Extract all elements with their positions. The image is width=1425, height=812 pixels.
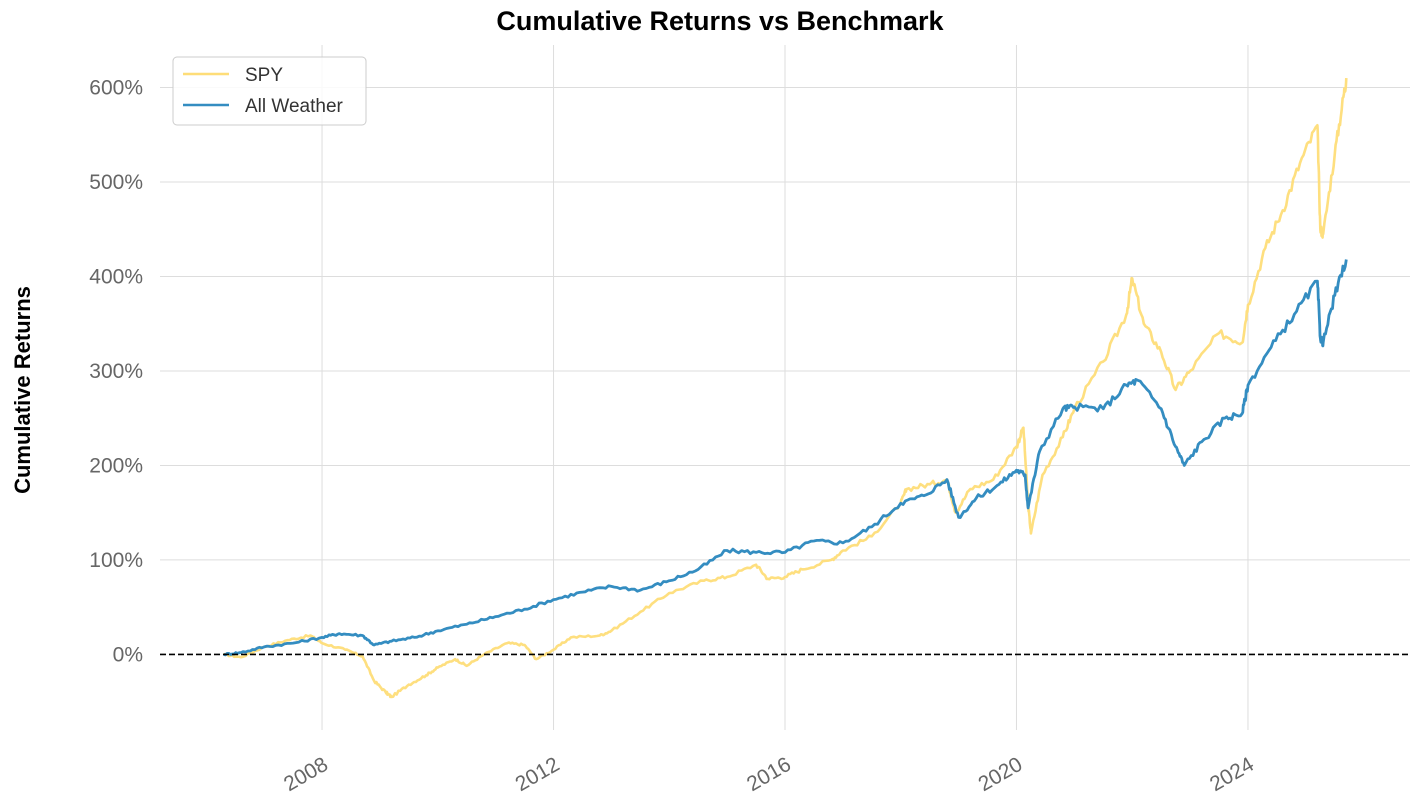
chart-title: Cumulative Returns vs Benchmark — [496, 6, 944, 36]
series-line-spy — [223, 78, 1348, 699]
x-tick-label: 2020 — [974, 753, 1026, 796]
x-tick-label: 2008 — [280, 753, 332, 796]
series-lines — [160, 78, 1410, 699]
x-tick-label: 2012 — [512, 753, 564, 796]
legend: SPY All Weather — [172, 56, 367, 126]
y-tick-label: 400% — [89, 265, 143, 288]
y-tick-label: 300% — [89, 360, 143, 383]
y-tick-label: 0% — [113, 643, 143, 666]
legend-label: All Weather — [245, 96, 344, 117]
y-axis-ticks: 0% 100% 200% 300% 400% 500% 600% — [89, 77, 143, 667]
x-tick-label: 2016 — [743, 753, 795, 796]
x-tick-label: 2024 — [1206, 753, 1258, 796]
series-line-all-weather — [223, 259, 1348, 657]
gridlines — [160, 45, 1410, 730]
y-tick-label: 100% — [89, 549, 143, 572]
y-tick-label: 600% — [89, 77, 143, 100]
y-tick-label: 200% — [89, 454, 143, 477]
x-axis-ticks: 2008 2012 2016 2020 2024 — [280, 753, 1258, 796]
y-tick-label: 500% — [89, 171, 143, 194]
legend-label: SPY — [245, 65, 283, 86]
